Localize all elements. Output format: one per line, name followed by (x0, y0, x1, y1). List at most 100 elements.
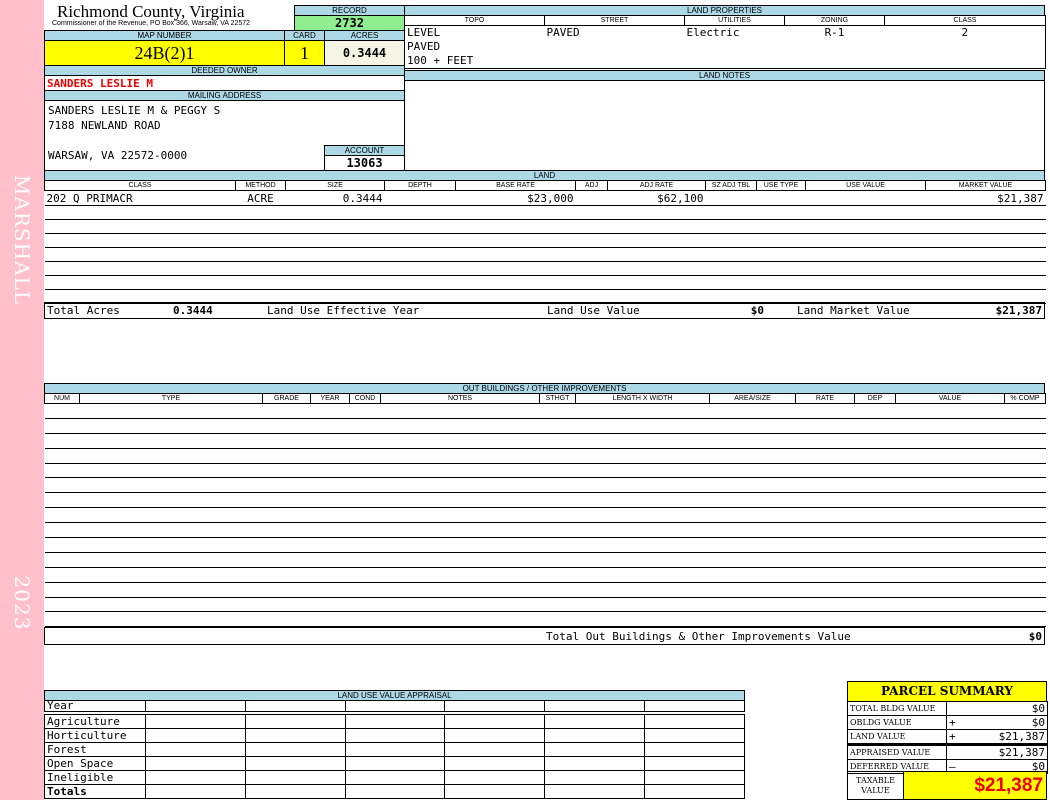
district-label: MARSHALL (10, 174, 34, 306)
outbuilding-cell (44, 507, 80, 524)
summary-value: $21,387 (998, 746, 1045, 759)
outbuilding-cell (575, 477, 710, 494)
land-cell (235, 261, 286, 276)
land-cell (805, 261, 926, 276)
land-cell (925, 261, 1046, 276)
outbuilding-cell (575, 611, 710, 628)
outbuildings-table: NUM TYPE GRADE YEAR COND NOTES STHGT LENGTH X W… (44, 393, 1046, 628)
outbuilding-cell (575, 537, 710, 553)
land-cell (805, 275, 926, 290)
outbuilding-cell (539, 596, 576, 613)
land-cell (925, 289, 1046, 304)
land-row (44, 219, 1046, 234)
outbuilding-cell (380, 447, 540, 464)
outbuilding-cell (380, 551, 540, 568)
topo-value: PAVED (407, 40, 441, 53)
outbuilding-cell (349, 551, 381, 568)
outbuilding-cell (79, 417, 263, 434)
outbuilding-cell (895, 403, 1005, 419)
land-cell (44, 275, 236, 290)
outbuilding-cell (262, 432, 311, 449)
outbuilding-cell (310, 477, 350, 494)
outbuilding-cell (709, 611, 796, 628)
land-cell (575, 205, 608, 220)
land-use-cell (444, 756, 546, 771)
land-cell (44, 247, 236, 262)
outbuilding-cell (349, 417, 381, 434)
summary-value: $0 (1031, 760, 1045, 773)
summary-value-cell: + $21,387 (946, 729, 1048, 745)
land-row (44, 289, 1046, 304)
outbuilding-col-header: VALUE (895, 393, 1005, 404)
summary-value-cell: $0 (946, 701, 1048, 716)
outbuilding-row (44, 581, 1046, 598)
outbuilding-cell (854, 566, 896, 583)
land-col-header: ADJ (575, 180, 608, 191)
land-cell (607, 219, 706, 234)
outbuilding-cell (380, 432, 540, 449)
outbuilding-cell (539, 403, 576, 419)
outbuilding-col-header: STHGT (539, 393, 576, 404)
land-cell (705, 261, 757, 276)
land-cell: $62,100 (607, 190, 706, 206)
parcel-summary-title: PARCEL SUMMARY (847, 681, 1047, 702)
outbuilding-cell (795, 417, 855, 434)
land-use-cell (344, 756, 446, 771)
land-use-category: Open Space (44, 756, 146, 771)
land-use-effective-year-label: Land Use Effective Year (267, 304, 420, 317)
card-value: 1 (284, 40, 325, 66)
outbuilding-row (44, 432, 1046, 449)
outbuilding-cell (539, 551, 576, 568)
outbuilding-cell (575, 462, 710, 479)
land-use-cell (444, 728, 546, 743)
land-use-cell (644, 728, 745, 743)
outbuilding-cell (380, 596, 540, 613)
land-cell (805, 289, 926, 304)
land-cell (705, 289, 757, 304)
land-cell (235, 289, 286, 304)
summary-value-cell: + $0 (946, 715, 1048, 730)
land-use-cell (444, 770, 546, 785)
outbuilding-row (44, 477, 1046, 494)
land-cell (285, 205, 385, 220)
land-use-cell (344, 742, 446, 757)
land-use-cell (244, 756, 346, 771)
outbuilding-cell (575, 432, 710, 449)
land-col-header: ADJ RATE (607, 180, 706, 191)
outbuilding-row (44, 551, 1046, 568)
land-cell (44, 219, 236, 234)
land-cell: $23,000 (455, 190, 576, 206)
outbuilding-cell (895, 477, 1005, 494)
outbuilding-cell (1004, 581, 1046, 598)
land-use-table: Agriculture Horticulture Forest Open Space I… (44, 714, 745, 799)
outbuilding-cell (380, 537, 540, 553)
land-col-header: CLASS (44, 180, 236, 191)
land-cell (705, 275, 757, 290)
outbuilding-cell (1004, 566, 1046, 583)
land-cell (384, 289, 456, 304)
outbuilding-cell (79, 611, 263, 628)
land-cell: 0.3444 (285, 190, 385, 206)
outbuilding-cell (44, 403, 80, 419)
land-cell (384, 219, 456, 234)
land-cell (756, 190, 806, 206)
outbuilding-cell (349, 537, 381, 553)
outbuilding-col-header: TYPE (79, 393, 263, 404)
outbuilding-cell (854, 432, 896, 449)
outbuilding-cell (262, 522, 311, 539)
land-cell: ACRE (235, 190, 286, 206)
land-cell (756, 247, 806, 262)
land-cell (575, 275, 608, 290)
outbuilding-cell (709, 417, 796, 434)
outbuilding-cell (895, 522, 1005, 539)
outbuilding-cell (709, 551, 796, 568)
land-cell (575, 261, 608, 276)
outbuilding-cell (854, 507, 896, 524)
outbuilding-cell (44, 581, 80, 598)
land-cell (756, 219, 806, 234)
land-use-cell (244, 728, 346, 743)
land-cell (925, 275, 1046, 290)
land-cell (235, 205, 286, 220)
outbuilding-cell (795, 611, 855, 628)
land-cell (455, 219, 576, 234)
